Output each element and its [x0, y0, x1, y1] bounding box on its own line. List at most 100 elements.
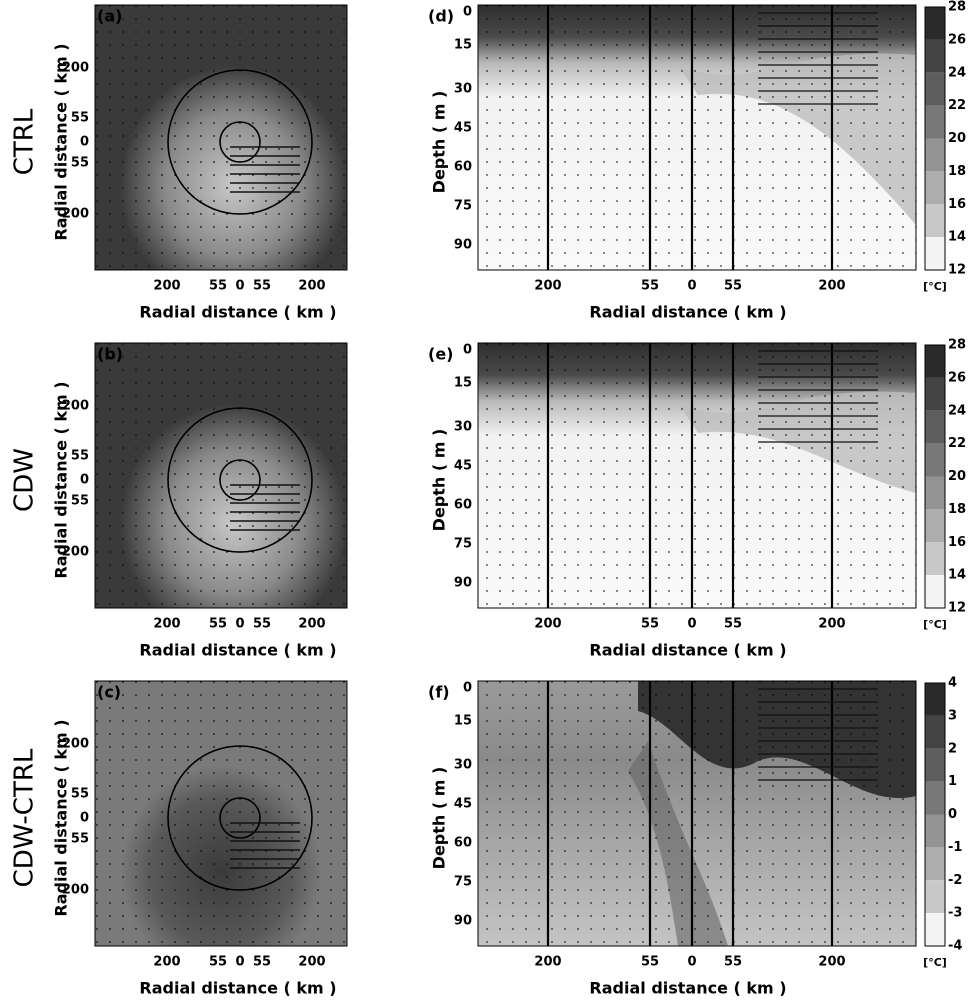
colorbar-level — [925, 7, 945, 40]
vector-field — [478, 681, 916, 946]
colorbar-level — [925, 913, 945, 946]
colorbar-level — [925, 377, 945, 411]
x-tick-label: 200 — [818, 955, 845, 970]
x-tick-label: 55 — [724, 955, 742, 970]
y-tick-label: 75 — [454, 199, 472, 214]
x-tick-label: 200 — [818, 617, 845, 632]
panel-label: (f) — [428, 683, 450, 702]
x-axis-label: Radial distance ( km ) — [589, 641, 786, 660]
x-tick-label: 0 — [687, 955, 696, 970]
x-tick-label: 55 — [641, 279, 659, 294]
colorbar-tick-label: -2 — [948, 873, 962, 888]
colorbar-tick-label: -1 — [948, 840, 962, 855]
colorbar-tick-label: 28 — [948, 0, 966, 15]
x-tick-label: 55 — [209, 279, 227, 294]
row-title: CDW-CTRL — [10, 748, 40, 887]
vector-field — [478, 343, 916, 608]
x-tick-label: 200 — [534, 279, 561, 294]
y-tick-label: 200 — [62, 207, 89, 222]
radius-circle — [219, 797, 261, 839]
colorbar-tick-label: 22 — [948, 436, 966, 451]
y-tick-label: 55 — [71, 494, 89, 509]
y-tick-label: 60 — [454, 160, 472, 175]
colorbar-tick-label: 3 — [948, 708, 957, 723]
y-tick-label: 15 — [454, 376, 472, 391]
colorbar-tick-label: 20 — [948, 469, 966, 484]
y-tick-label: 60 — [454, 498, 472, 513]
y-tick-label: 30 — [454, 82, 472, 97]
colorbar-frame — [924, 682, 946, 947]
y-tick-label: 45 — [454, 797, 472, 812]
colorbar-level — [925, 575, 945, 608]
x-tick-label: 200 — [153, 955, 180, 970]
colorbar-tick-label: 24 — [948, 403, 966, 418]
colorbar-tick-label: 18 — [948, 502, 966, 517]
colorbar-tick-label: 22 — [948, 98, 966, 113]
colorbar-tick-label: 0 — [948, 807, 957, 822]
x-tick-label: 55 — [724, 617, 742, 632]
colorbar-level — [925, 105, 945, 139]
x-tick-label: 200 — [534, 617, 561, 632]
colorbar-tick-label: 16 — [948, 535, 966, 550]
colorbar-unit: [°C] — [923, 618, 947, 631]
colorbar-level — [925, 542, 945, 576]
colorbar-tick-label: 26 — [948, 370, 966, 385]
x-tick-label: 200 — [298, 279, 325, 294]
y-tick-label: 15 — [454, 714, 472, 729]
colorbar-level — [925, 138, 945, 172]
y-axis-label: Depth ( m ) — [430, 429, 449, 532]
x-axis-label: Radial distance ( km ) — [139, 303, 336, 322]
x-tick-label: 55 — [253, 955, 271, 970]
y-tick-label: 200 — [62, 737, 89, 752]
colorbar-level — [925, 715, 945, 749]
colorbar-level — [925, 345, 945, 378]
x-tick-label: 200 — [534, 955, 561, 970]
section-frame — [477, 680, 917, 947]
colorbar-tick-label: 20 — [948, 131, 966, 146]
colorbar-tick-label: 24 — [948, 65, 966, 80]
x-axis-label: Radial distance ( km ) — [139, 979, 336, 998]
row-title: CDW — [10, 448, 40, 512]
y-tick-label: 55 — [71, 787, 89, 802]
y-axis-label: Depth ( m ) — [430, 767, 449, 870]
x-tick-label: 200 — [818, 279, 845, 294]
colorbar-level — [925, 237, 945, 270]
x-axis-label: Radial distance ( km ) — [589, 979, 786, 998]
y-tick-label: 0 — [80, 473, 89, 488]
y-tick-label: 90 — [454, 914, 472, 929]
y-tick-label: 90 — [454, 576, 472, 591]
map-frame — [94, 680, 348, 947]
x-tick-label: 0 — [235, 279, 244, 294]
colorbar-level — [925, 39, 945, 73]
row-title: CTRL — [10, 108, 40, 175]
panel-label: (d) — [428, 7, 454, 26]
colorbar-tick-label: 26 — [948, 32, 966, 47]
x-tick-label: 55 — [641, 955, 659, 970]
colorbar-level — [925, 476, 945, 510]
section-frame — [477, 4, 917, 271]
y-tick-label: 45 — [454, 459, 472, 474]
y-axis-label: Radial distance ( km ) — [52, 43, 71, 240]
colorbar-level — [925, 847, 945, 881]
y-tick-label: 200 — [62, 545, 89, 560]
panel-label: (b) — [97, 345, 123, 364]
colorbar-level — [925, 410, 945, 444]
colorbar-tick-label: 18 — [948, 164, 966, 179]
radius-circle — [167, 407, 313, 553]
y-tick-label: 15 — [454, 38, 472, 53]
y-tick-label: 0 — [80, 811, 89, 826]
colorbar-tick-label: 16 — [948, 197, 966, 212]
colorbar-tick-label: -3 — [948, 906, 962, 921]
radius-circle — [167, 69, 313, 215]
y-axis-label: Radial distance ( km ) — [52, 381, 71, 578]
x-tick-label: 55 — [209, 617, 227, 632]
colorbar-unit: [°C] — [923, 956, 947, 969]
y-tick-label: 55 — [71, 832, 89, 847]
x-tick-label: 55 — [253, 279, 271, 294]
y-tick-label: 55 — [71, 111, 89, 126]
colorbar-tick-label: 4 — [948, 676, 957, 691]
colorbar-tick-label: -4 — [948, 939, 962, 954]
x-axis-label: Radial distance ( km ) — [139, 641, 336, 660]
y-tick-label: 200 — [62, 399, 89, 414]
